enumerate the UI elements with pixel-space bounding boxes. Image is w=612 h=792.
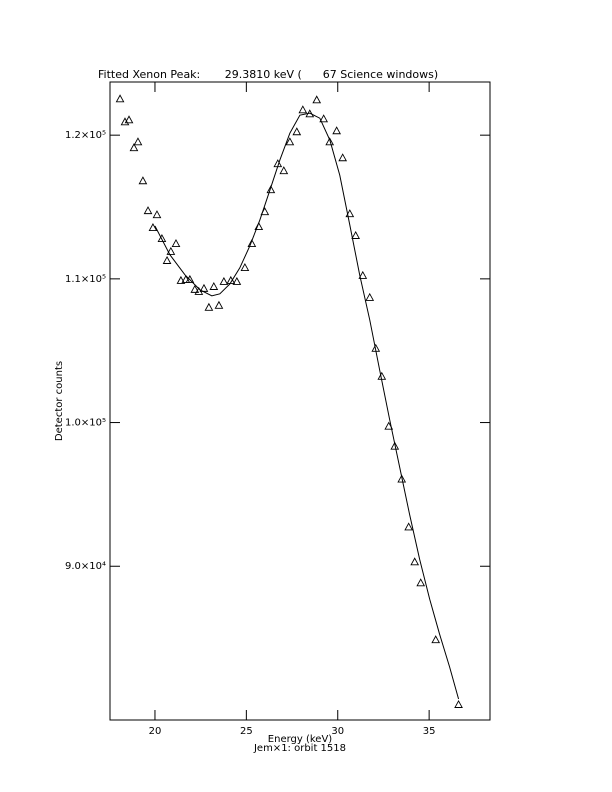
data-point — [190, 284, 200, 293]
data-point — [143, 206, 153, 215]
data-point — [266, 185, 276, 194]
data-point — [312, 95, 322, 104]
data-point — [176, 275, 186, 284]
data-point — [185, 274, 195, 283]
data-point — [358, 270, 368, 279]
x-axis-label: Energy (keV) — [268, 734, 333, 745]
data-point — [138, 176, 148, 185]
data-point — [162, 255, 172, 264]
data-point — [232, 276, 242, 285]
y-tick-label: 1.0×10⁵ — [65, 418, 106, 429]
data-point — [148, 223, 158, 232]
data-point — [319, 114, 329, 123]
data-point — [454, 699, 463, 708]
data-point — [345, 209, 355, 218]
data-point — [120, 117, 130, 126]
x-tick-label: 35 — [423, 726, 436, 737]
data-point — [209, 281, 219, 290]
data-point — [240, 263, 250, 271]
x-tick-label: 30 — [331, 726, 344, 737]
data-point — [431, 635, 441, 644]
plot-frame — [109, 81, 491, 721]
data-point — [171, 239, 181, 247]
data-point — [298, 105, 308, 114]
data-point — [338, 153, 348, 162]
data-point — [404, 522, 414, 531]
x-tick-label: 25 — [240, 726, 253, 737]
y-tick-label: 1.1×10⁵ — [65, 274, 106, 285]
data-point — [124, 115, 134, 124]
data-point — [115, 94, 125, 103]
y-tick-label: 9.0×10⁴ — [65, 561, 106, 572]
data-point — [157, 233, 167, 242]
data-point — [416, 578, 426, 587]
data-point — [351, 230, 361, 239]
data-point — [129, 143, 139, 152]
data-point — [325, 137, 335, 146]
data-point — [247, 239, 257, 247]
data-point — [214, 300, 224, 309]
data-point — [279, 166, 289, 175]
data-point — [166, 246, 176, 255]
fit-line — [154, 112, 460, 700]
data-point — [410, 557, 420, 566]
data-point — [133, 137, 143, 146]
data-point — [204, 302, 214, 311]
x-tick-label: 20 — [149, 726, 162, 737]
subtitle: Jem×1: orbit 1518 — [253, 743, 346, 754]
data-point — [152, 210, 162, 219]
data-point — [219, 276, 229, 285]
data-point — [285, 137, 295, 146]
data-point — [390, 441, 400, 450]
chart-title: Fitted Xenon Peak: 29.3810 keV ( 67 Scie… — [98, 68, 438, 81]
y-axis-label: Detector counts — [54, 361, 65, 441]
data-point — [332, 126, 342, 135]
y-tick-label: 1.2×10⁵ — [65, 130, 106, 141]
data-point — [292, 127, 302, 136]
data-point — [397, 474, 407, 483]
data-point — [365, 292, 375, 301]
